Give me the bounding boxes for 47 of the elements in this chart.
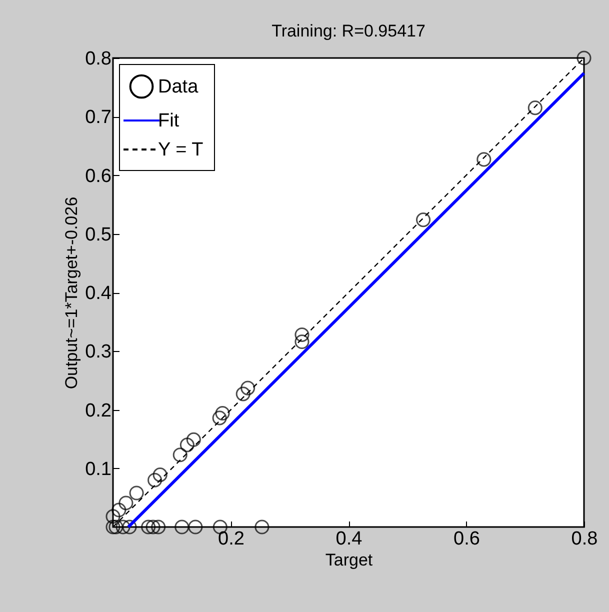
y-tick-label: 0.5 [85, 224, 112, 246]
point [294, 334, 310, 349]
point [122, 520, 137, 534]
y-tick-label: 0.3 [85, 342, 112, 363]
y-tick-label: 0.6 [85, 166, 112, 187]
point [172, 448, 188, 462]
y-tick-label: 0.8 [85, 48, 112, 70]
legend-label: Y = T [158, 140, 204, 160]
point [118, 496, 134, 510]
y-tick-label: 0.7 [85, 107, 112, 128]
x-tick-label: 0.8 [571, 528, 598, 550]
point [174, 520, 190, 534]
point [141, 520, 156, 534]
point [146, 520, 160, 534]
point [254, 520, 270, 534]
y-tick-label: 0.4 [85, 283, 112, 304]
point [240, 380, 256, 396]
y-tick-label: 0.2 [85, 400, 112, 422]
point [106, 509, 120, 524]
x-axis-title: Target [325, 550, 373, 570]
y-axis-title: Output~=1*Target+-0.026 [62, 196, 82, 390]
point [116, 520, 130, 534]
point [528, 100, 542, 116]
point [212, 410, 227, 426]
point [151, 520, 166, 534]
point [152, 468, 168, 482]
point [106, 520, 120, 534]
y-tick-label: 0.1 [85, 458, 112, 480]
point [180, 438, 194, 452]
point [112, 502, 126, 518]
x-tick-label: 0.2 [218, 528, 244, 550]
point [108, 520, 124, 534]
point [186, 432, 201, 447]
x-tick-label: 0.6 [454, 528, 480, 550]
point [416, 212, 431, 228]
point [215, 406, 230, 421]
chart-title: Training: R=0.95417 [272, 21, 426, 40]
point [188, 520, 203, 534]
point [576, 50, 592, 66]
point [129, 486, 144, 500]
legend-label: Data [158, 76, 199, 98]
legend-label: Fit [158, 110, 180, 132]
x-tick-label: 0.4 [336, 528, 363, 550]
point [294, 327, 310, 342]
point [476, 152, 492, 167]
point [236, 386, 250, 402]
point [148, 472, 162, 488]
